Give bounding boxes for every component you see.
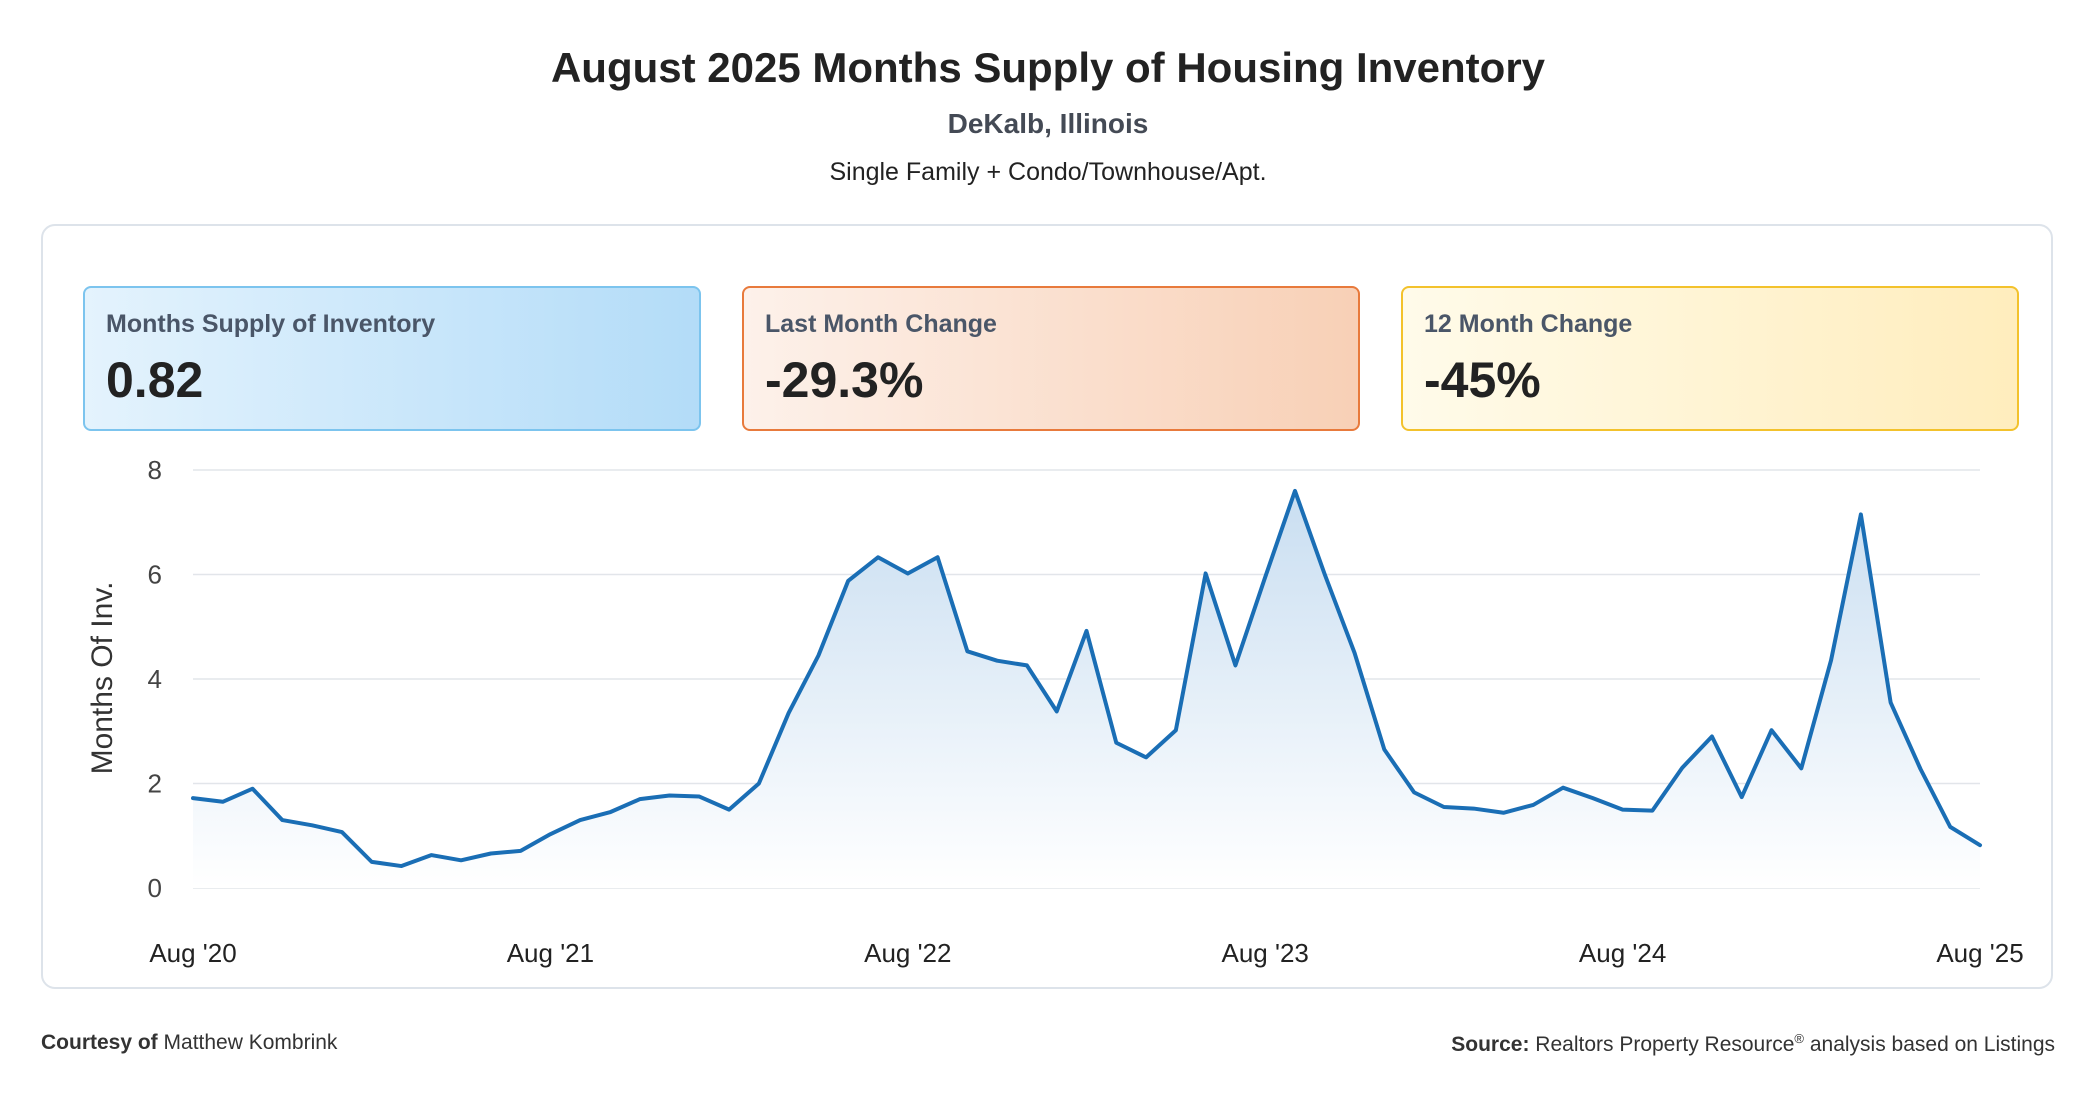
stat-label: Last Month Change xyxy=(765,310,997,338)
stat-value: -45% xyxy=(1424,352,1541,408)
registered-mark: ® xyxy=(1794,1031,1804,1046)
location-subtitle: DeKalb, Illinois xyxy=(947,108,1149,139)
stat-label: 12 Month Change xyxy=(1424,310,1633,338)
courtesy-name: Matthew Kombrink xyxy=(163,1031,338,1054)
x-tick-label: Aug '21 xyxy=(507,938,594,968)
y-axis-title: Months Of Inv. xyxy=(86,582,119,775)
stat-label: Months Supply of Inventory xyxy=(106,310,436,338)
y-tick-label: 6 xyxy=(148,560,162,590)
y-tick-label: 4 xyxy=(148,664,162,694)
series-line xyxy=(191,488,1982,869)
stat-value: -29.3% xyxy=(765,352,924,408)
y-tick-label: 0 xyxy=(148,873,162,903)
y-tick-label: 8 xyxy=(148,455,162,485)
courtesy-label: Courtesy of xyxy=(41,1031,158,1054)
stat-card-months-supply: Months Supply of Inventory 0.82 xyxy=(83,286,701,431)
stat-value: 0.82 xyxy=(106,352,204,408)
stat-card-12-month-change: 12 Month Change -45% xyxy=(1401,286,2019,431)
property-types-label: Single Family + Condo/Townhouse/Apt. xyxy=(829,158,1267,186)
source-credit: Source: Realtors Property Resource® anal… xyxy=(1451,1031,2055,1057)
x-tick-label: Aug '24 xyxy=(1579,938,1666,968)
x-tick-label: Aug '23 xyxy=(1222,938,1309,968)
months-supply-chart: 0 2 4 6 8 Aug '20 Aug '21 Aug '22 Aug '23 Aug '2… xyxy=(86,455,2024,968)
source-suffix: analysis based on Listings xyxy=(1809,1033,2055,1056)
source-label: Source: xyxy=(1451,1033,1530,1056)
source-name: Realtors Property Resource xyxy=(1535,1033,1795,1056)
chart-title: August 2025 Months Supply of Housing Inv… xyxy=(550,44,1546,91)
courtesy-credit: Courtesy of Matthew Kombrink xyxy=(41,1031,337,1055)
x-tick-label: Aug '22 xyxy=(864,938,951,968)
x-tick-label: Aug '25 xyxy=(1936,938,2023,968)
series-area xyxy=(193,490,1980,888)
x-tick-label: Aug '20 xyxy=(149,938,236,968)
y-tick-label: 2 xyxy=(148,769,162,799)
stat-card-last-month-change: Last Month Change -29.3% xyxy=(742,286,1360,431)
